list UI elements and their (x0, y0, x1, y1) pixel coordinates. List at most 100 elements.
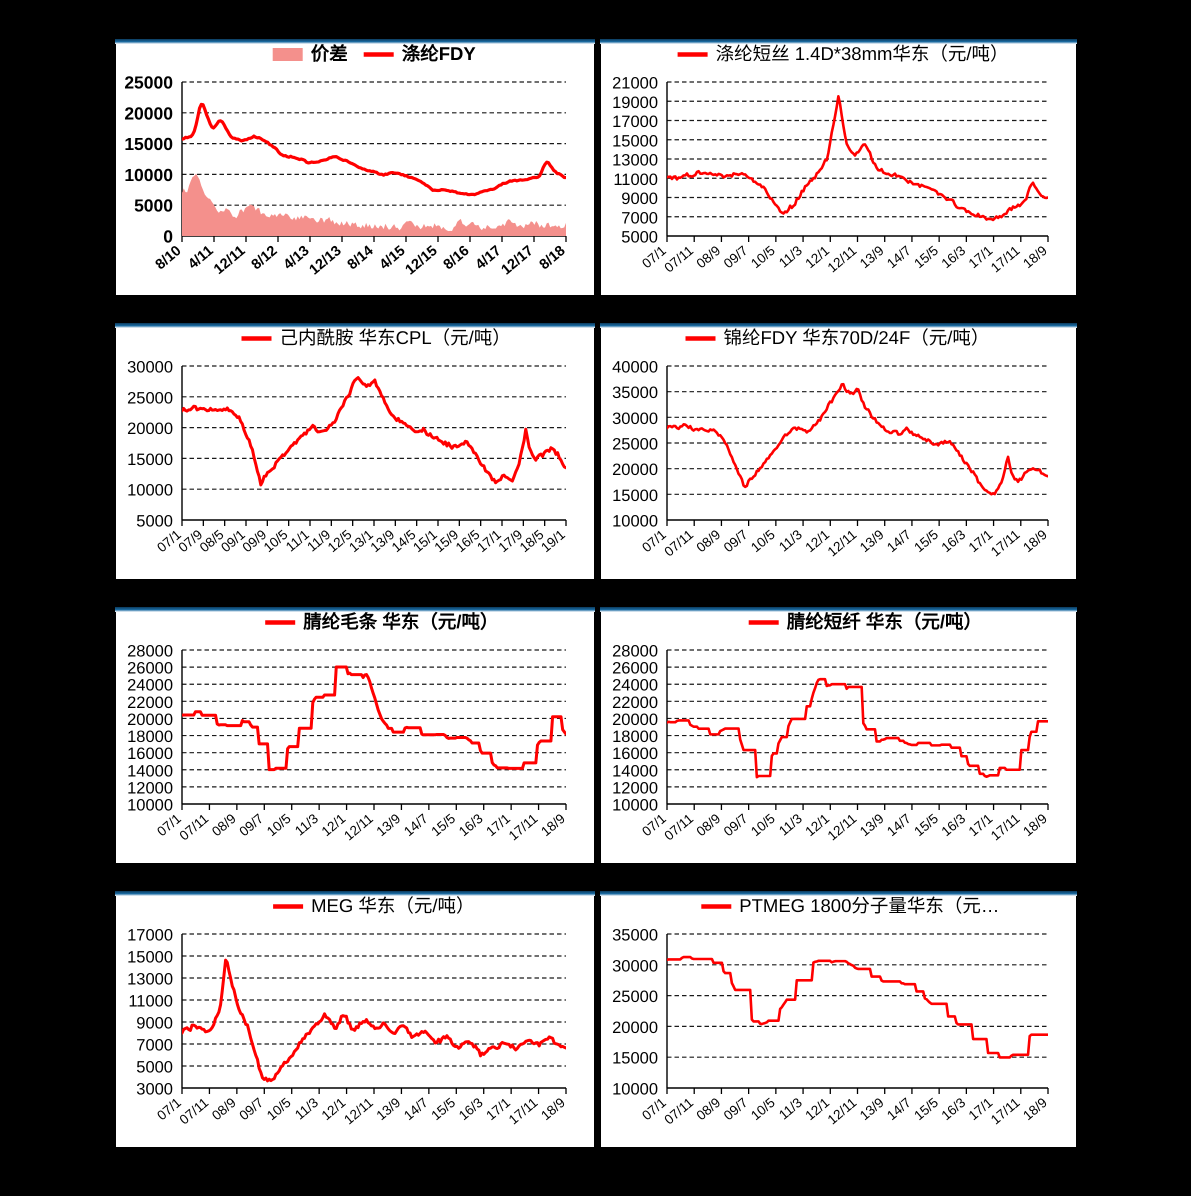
svg-text:8/12: 8/12 (249, 243, 281, 273)
svg-text:15000: 15000 (612, 487, 658, 505)
svg-text:12000: 12000 (612, 779, 658, 797)
svg-text:17/11: 17/11 (988, 1095, 1023, 1128)
svg-text:12/11: 12/11 (825, 243, 860, 276)
svg-text:25000: 25000 (612, 988, 658, 1006)
svg-text:0: 0 (163, 227, 173, 247)
svg-text:16/3: 16/3 (939, 243, 969, 271)
svg-text:18/9: 18/9 (1020, 243, 1050, 271)
svg-text:17/11: 17/11 (988, 811, 1023, 844)
svg-text:16/3: 16/3 (939, 527, 969, 555)
svg-text:17/11: 17/11 (988, 527, 1023, 560)
svg-text:8/16: 8/16 (441, 243, 473, 273)
svg-text:20000: 20000 (612, 461, 658, 479)
svg-text:13/9: 13/9 (857, 811, 887, 839)
svg-text:11/3: 11/3 (292, 1095, 321, 1123)
svg-text:07/11: 07/11 (177, 811, 212, 844)
svg-text:22000: 22000 (612, 694, 658, 712)
svg-text:14/7: 14/7 (401, 811, 431, 839)
svg-text:40000: 40000 (612, 359, 658, 377)
svg-text:14000: 14000 (612, 762, 658, 780)
svg-text:3000: 3000 (136, 1081, 173, 1099)
svg-text:19000: 19000 (612, 94, 658, 112)
svg-text:12/11: 12/11 (211, 243, 248, 278)
svg-text:17/11: 17/11 (506, 811, 541, 844)
svg-text:07/11: 07/11 (177, 1095, 212, 1128)
svg-text:18/9: 18/9 (538, 811, 568, 839)
svg-text:14/7: 14/7 (884, 527, 914, 555)
svg-text:15000: 15000 (127, 949, 173, 967)
svg-text:25000: 25000 (124, 73, 173, 93)
svg-text:12/17: 12/17 (498, 243, 536, 279)
svg-text:12/11: 12/11 (825, 1095, 860, 1128)
svg-text:09/7: 09/7 (721, 811, 751, 839)
svg-text:15/5: 15/5 (911, 243, 941, 271)
svg-text:07/11: 07/11 (661, 243, 696, 276)
svg-text:25000: 25000 (612, 436, 658, 454)
svg-text:11/3: 11/3 (776, 811, 805, 839)
svg-text:15/5: 15/5 (428, 811, 458, 839)
svg-text:16/3: 16/3 (456, 1095, 486, 1123)
svg-text:11000: 11000 (128, 993, 173, 1011)
svg-text:12/11: 12/11 (341, 811, 376, 844)
svg-text:13/9: 13/9 (857, 527, 887, 555)
svg-text:07/11: 07/11 (661, 1095, 696, 1128)
svg-text:10000: 10000 (124, 165, 173, 185)
svg-text:16000: 16000 (127, 745, 173, 763)
svg-text:20000: 20000 (612, 1019, 658, 1037)
svg-text:10000: 10000 (127, 482, 173, 500)
svg-text:15000: 15000 (612, 1050, 658, 1068)
svg-text:10000: 10000 (612, 797, 658, 815)
svg-text:08/9: 08/9 (209, 1095, 239, 1123)
svg-text:15/5: 15/5 (428, 1095, 458, 1123)
svg-text:18000: 18000 (127, 728, 173, 746)
svg-text:21000: 21000 (612, 75, 658, 93)
svg-text:10/5: 10/5 (748, 811, 778, 839)
svg-text:11000: 11000 (613, 171, 658, 189)
svg-text:20000: 20000 (127, 420, 173, 438)
svg-text:12/11: 12/11 (825, 811, 860, 844)
svg-text:18/9: 18/9 (538, 1095, 568, 1123)
svg-text:09/7: 09/7 (236, 1095, 266, 1123)
svg-text:8/14: 8/14 (345, 243, 377, 273)
svg-text:10000: 10000 (127, 797, 173, 815)
svg-text:35000: 35000 (612, 384, 658, 402)
svg-text:价差: 价差 (311, 43, 348, 64)
svg-text:14000: 14000 (127, 762, 173, 780)
svg-text:5000: 5000 (136, 513, 173, 531)
svg-text:17000: 17000 (127, 927, 173, 945)
svg-text:5000: 5000 (621, 229, 658, 247)
svg-text:28000: 28000 (612, 643, 658, 661)
svg-text:9000: 9000 (136, 1015, 173, 1033)
svg-text:14/7: 14/7 (401, 1095, 431, 1123)
svg-text:13/9: 13/9 (374, 1095, 404, 1123)
svg-text:10000: 10000 (612, 1081, 658, 1099)
svg-text:35000: 35000 (612, 927, 658, 945)
svg-text:15/5: 15/5 (911, 1095, 941, 1123)
svg-text:16/3: 16/3 (939, 1095, 969, 1123)
svg-text:26000: 26000 (612, 660, 658, 678)
svg-text:30000: 30000 (612, 957, 658, 975)
svg-text:11/3: 11/3 (776, 243, 805, 271)
svg-text:30000: 30000 (127, 359, 173, 377)
svg-text:10/5: 10/5 (264, 811, 294, 839)
svg-text:15000: 15000 (612, 132, 658, 150)
svg-text:07/11: 07/11 (661, 527, 696, 560)
svg-text:14/7: 14/7 (884, 243, 914, 271)
svg-text:08/9: 08/9 (694, 1095, 724, 1123)
svg-text:15000: 15000 (127, 451, 173, 469)
svg-text:20000: 20000 (127, 711, 173, 729)
svg-text:25000: 25000 (127, 389, 173, 407)
svg-text:28000: 28000 (127, 643, 173, 661)
svg-text:18/9: 18/9 (1020, 1095, 1050, 1123)
svg-text:20000: 20000 (612, 711, 658, 729)
svg-text:14/7: 14/7 (884, 811, 914, 839)
svg-text:17000: 17000 (612, 113, 658, 131)
svg-text:12/11: 12/11 (825, 527, 860, 560)
svg-text:30000: 30000 (612, 410, 658, 428)
svg-text:26000: 26000 (127, 660, 173, 678)
svg-text:13/9: 13/9 (374, 811, 404, 839)
svg-text:08/9: 08/9 (694, 527, 724, 555)
svg-text:己内酰胺 华东CPL（元/吨）: 己内酰胺 华东CPL（元/吨） (280, 327, 511, 348)
svg-text:MEG 华东（元/吨）: MEG 华东（元/吨） (311, 895, 474, 916)
svg-text:12/11: 12/11 (341, 1095, 376, 1128)
